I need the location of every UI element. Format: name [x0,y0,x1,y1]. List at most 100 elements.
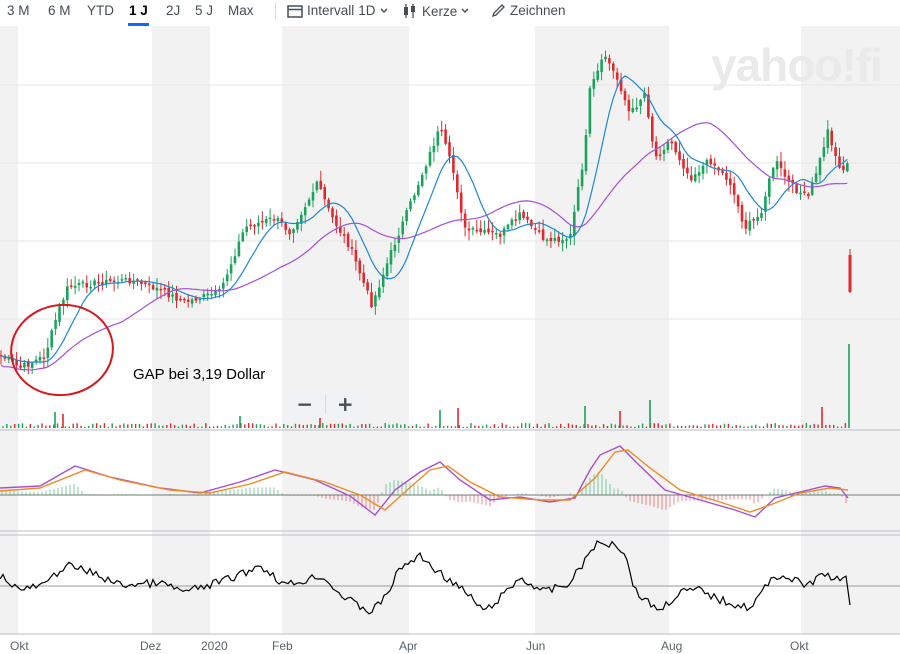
zoom-in-button[interactable]: + [325,391,365,418]
candle-body [748,220,752,231]
volume-bar [747,426,749,428]
histogram-bar [669,495,671,508]
ma50-line [0,122,848,371]
range-3m[interactable]: 3 M [7,3,30,18]
volume-bar [298,424,301,428]
chart-area[interactable]: Okt Dez 2020 Feb Apr Jun Aug Okt [0,26,900,654]
candle-body [584,135,588,172]
range-5y[interactable]: 5 J [195,3,214,18]
zoom-divider [324,395,326,414]
volume-bar [384,423,386,428]
candle-body [619,79,623,92]
range-max[interactable]: Max [228,3,254,18]
volume-bar [532,426,535,428]
x-label-okt-2: Okt [790,639,809,653]
oscillator-line [0,540,851,615]
candle-body [405,210,408,222]
volume-bar [294,423,297,428]
candle-body [783,169,787,177]
volume-bar [368,423,371,428]
range-6m[interactable]: 6 M [48,3,71,18]
candle-body [179,298,182,301]
candle-body [799,192,802,195]
toolbar-divider [275,2,276,20]
volume-bars [2,344,850,428]
histogram-bar [413,484,415,495]
volume-bar [388,424,390,428]
histogram-bar [681,495,683,501]
volume-bar [123,423,125,428]
candle-body [643,92,646,98]
volume-bar [591,425,593,428]
histogram-bar [625,495,627,498]
volume-bar [595,425,597,428]
volume-bar [778,425,780,428]
candle-body [631,108,635,113]
volume-bar [170,423,172,428]
range-1y[interactable]: 1 J [128,3,149,26]
draw-button[interactable]: Zeichnen [491,3,566,18]
volume-bar [138,423,141,428]
candle-body [818,158,822,175]
candle-body [475,229,479,232]
candle-body [311,192,315,201]
gap-annotation: GAP bei 3,19 Dollar [133,366,266,383]
volume-bar [782,425,784,428]
candle-body [331,208,334,218]
volume-bar [53,424,55,428]
candle-body [89,286,92,289]
histogram-bar [453,495,455,501]
candle-body [140,280,143,284]
interval-dropdown[interactable]: Intervall 1D [287,3,388,18]
histogram-bar [301,495,303,496]
candle-body [7,358,11,360]
volume-spike [54,412,56,428]
shade-okt-end [801,26,900,634]
histogram-bar [385,484,387,495]
histogram-bar [649,495,651,506]
volume-bar [146,423,148,428]
histogram-bar [789,491,791,495]
candle-body [502,228,506,236]
volume-bar [259,424,262,428]
volume-bar [415,424,418,428]
histogram-bar [97,494,99,495]
histogram-bar [733,495,735,500]
candle-body [112,280,116,283]
zoom-out-button[interactable]: − [285,391,325,418]
candle-body [206,293,209,296]
volume-bar [708,424,710,428]
volume-bar [6,423,8,428]
volume-bar [263,425,265,428]
candle-body [225,274,229,282]
volume-bar [755,424,757,428]
histogram-bar [277,489,279,495]
volume-bar [49,425,51,428]
volume-bar [107,426,109,428]
candle-body [374,295,377,307]
histogram-bar [569,493,571,495]
volume-bar [127,424,129,428]
histogram-bar [49,489,51,495]
volume-bar [661,425,663,428]
candle-body [557,236,560,242]
range-2y[interactable]: 2J [166,3,181,18]
candle-body [428,151,432,166]
histogram-bar [361,495,363,508]
chart-type-dropdown[interactable]: Kerze [402,3,469,19]
volume-bar [470,423,472,428]
histogram-bar [201,495,203,496]
yahoo-finance-watermark: yahoo!fi [711,39,883,91]
volume-bar [423,426,425,428]
range-ytd[interactable]: YTD [87,3,114,18]
candle-body [463,213,467,228]
histogram-bar [285,495,287,496]
volume-bar [255,424,258,428]
candle-body [303,207,307,216]
histogram-bar [629,495,631,502]
histogram-bar [105,494,107,496]
volume-spike [821,407,823,428]
volume-bar [622,425,624,428]
candle-body [467,228,471,231]
volume-bar [396,423,398,428]
